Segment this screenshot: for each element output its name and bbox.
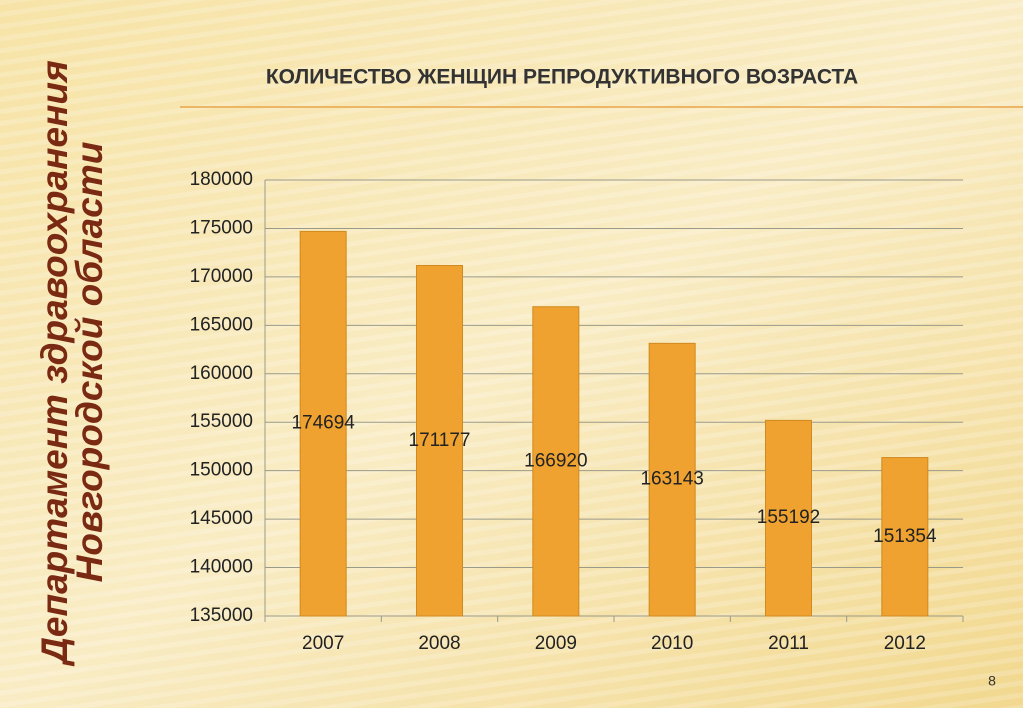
data-label: 174694 [291,413,355,434]
y-tick-label: 135000 [190,605,253,626]
bar [765,419,812,617]
y-tick-label: 160000 [190,363,253,384]
y-tick-label: 175000 [190,217,253,238]
chart-title: КОЛИЧЕСТВО ЖЕНЩИН РЕПРОДУКТИВНОГО ВОЗРАС… [266,66,858,89]
x-tick-label: 2011 [768,633,809,654]
bar [416,264,463,617]
y-tick-label: 140000 [190,557,253,578]
data-label: 171177 [409,430,471,451]
y-tick-label: 150000 [190,460,253,481]
x-tick-label: 2010 [651,633,693,654]
bar [881,457,929,617]
data-label: 155192 [757,507,820,528]
y-tick-label: 170000 [190,266,253,287]
x-tick-label: 2009 [535,633,577,654]
page-number: 8 [988,673,996,689]
sidebar-line: Департамент здравоохранения [34,60,75,667]
x-tick-label: 2012 [884,633,926,654]
data-label: 163143 [640,469,703,490]
y-tick-label: 165000 [190,314,253,335]
data-label: 151354 [873,526,937,547]
bar [532,306,580,617]
y-tick-label: 145000 [190,508,253,529]
y-tick-label: 180000 [190,169,253,190]
sidebar-line: Новгородской области [69,142,110,583]
data-label: 166920 [524,450,587,471]
x-tick-label: 2007 [302,633,344,654]
x-tick-label: 2008 [418,633,460,654]
bar [299,230,347,617]
bar [648,342,696,617]
y-tick-label: 155000 [190,411,253,432]
